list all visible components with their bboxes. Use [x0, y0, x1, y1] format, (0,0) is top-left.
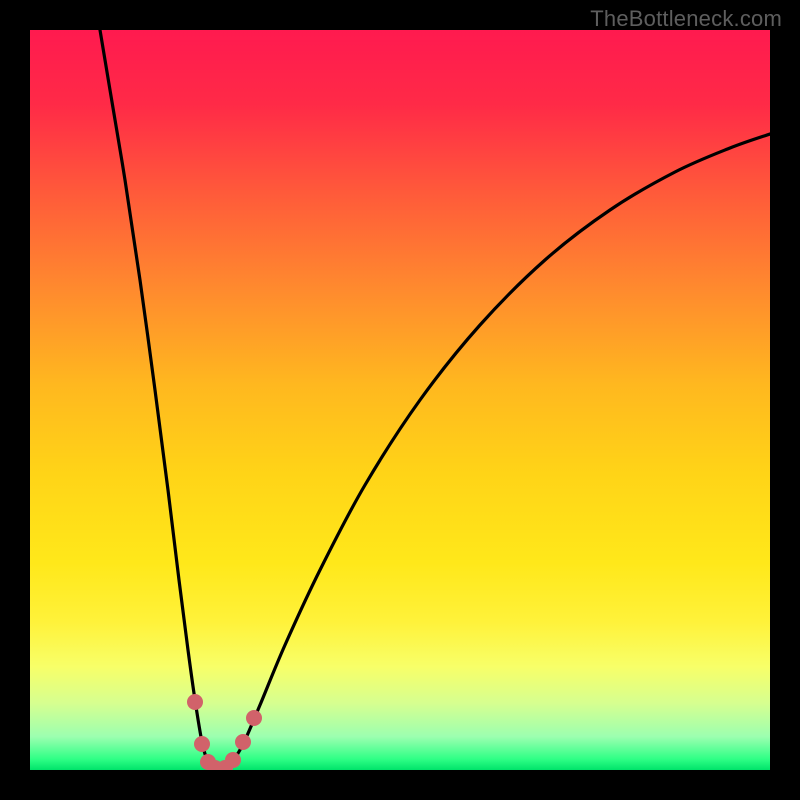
chart-frame: TheBottleneck.com: [0, 0, 800, 800]
curve-layer: [30, 30, 770, 770]
curve-marker: [225, 752, 241, 768]
plot-area: [30, 30, 770, 770]
bottleneck-curve: [100, 30, 770, 769]
curve-marker: [187, 694, 203, 710]
curve-markers: [187, 694, 262, 770]
curve-marker: [246, 710, 262, 726]
curve-marker: [194, 736, 210, 752]
curve-marker: [235, 734, 251, 750]
watermark-text: TheBottleneck.com: [590, 6, 782, 32]
